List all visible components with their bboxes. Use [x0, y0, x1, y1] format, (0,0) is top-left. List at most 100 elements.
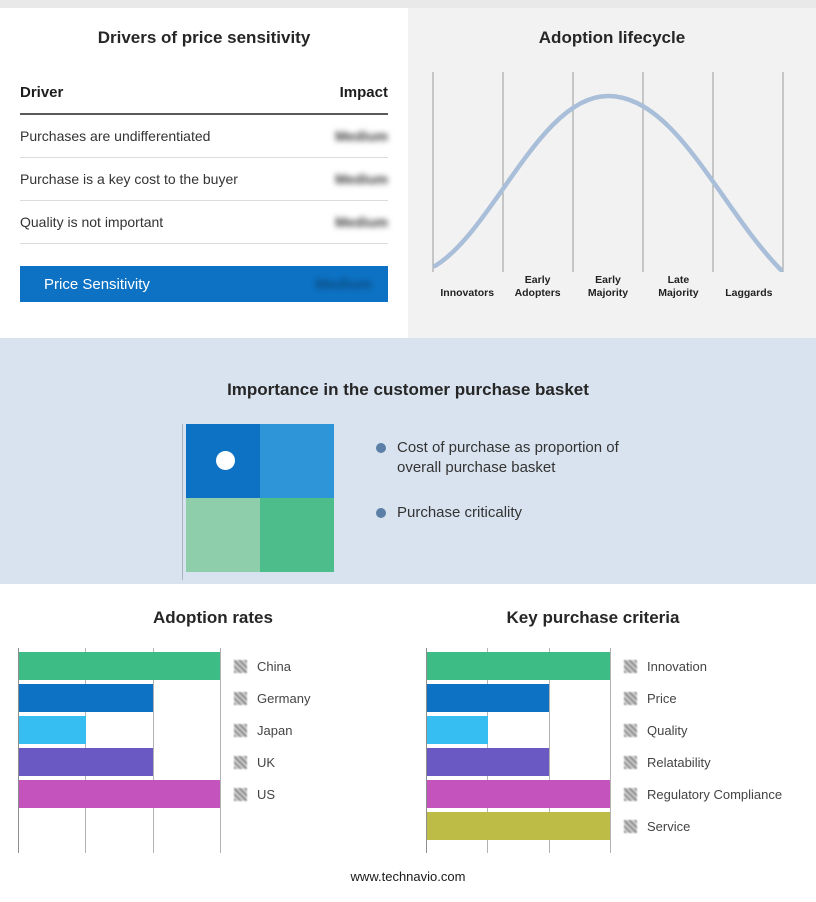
bullet-icon	[376, 508, 386, 518]
legend-swatch-icon	[624, 723, 637, 737]
legend-swatch-icon	[624, 691, 637, 705]
legend-swatch-icon	[624, 659, 637, 673]
legend-item: Service	[624, 816, 782, 836]
key-purchase-criteria-legend: Innovation Price Quality Relatability Regula…	[624, 648, 782, 853]
driver-label: Quality is not important	[20, 214, 164, 230]
gridline	[610, 648, 611, 853]
legend-item: Relatability	[624, 752, 782, 772]
legend-label: Germany	[257, 690, 311, 706]
bullet-text: Purchase criticality	[397, 504, 523, 521]
legend-item: UK	[234, 752, 310, 772]
bullet-item: Cost of purchase as proportion of overal…	[376, 438, 631, 477]
legend-label: Japan	[257, 722, 293, 738]
adoption-curve	[432, 93, 784, 272]
price-sensitivity-panel: Drivers of price sensitivity Driver Impa…	[0, 8, 408, 338]
driver-label: Purchases are undifferentiated	[20, 128, 211, 144]
table-row: Quality is not important Medium	[20, 201, 388, 244]
legend-swatch-icon	[234, 659, 247, 673]
quadrant-bl	[186, 498, 260, 572]
legend-label: Quality	[647, 722, 688, 738]
stage-label: Late Majority	[658, 274, 699, 299]
bar-price	[427, 684, 549, 712]
legend-item: Quality	[624, 720, 782, 740]
gridline	[152, 648, 154, 853]
legend-swatch-icon	[234, 755, 247, 769]
bar-china	[19, 652, 220, 680]
gridline	[18, 648, 19, 853]
legend-swatch-icon	[624, 787, 637, 801]
table-header: Driver Impact	[20, 72, 388, 115]
legend-item: Japan	[234, 720, 310, 740]
key-purchase-criteria-title: Key purchase criteria	[506, 608, 680, 627]
legend-label: China	[257, 658, 291, 674]
table-row: Purchases are undifferentiated Medium	[20, 115, 388, 158]
top-section: Drivers of price sensitivity Driver Impa…	[0, 8, 816, 338]
purchase-basket-row: Cost of purchase as proportion of overal…	[0, 424, 816, 580]
key-purchase-criteria-plot	[426, 648, 611, 853]
bullet-icon	[376, 443, 386, 453]
key-purchase-criteria-chart: Key purchase criteria Innovation Price Qua…	[408, 594, 816, 853]
bar-relatability	[427, 748, 549, 776]
legend-label: US	[257, 786, 276, 802]
legend-label: Price	[647, 690, 677, 706]
purchase-basket-quadrant	[182, 424, 334, 580]
adoption-lifecycle-panel: Adoption lifecycle Innovators Early Adopt…	[408, 8, 816, 338]
adoption-rates-plot	[18, 648, 221, 853]
adoption-rates-legend: China Germany Japan UK US	[234, 648, 310, 853]
bullet-item: Purchase criticality	[376, 503, 631, 523]
bar-regulatory-compliance	[427, 780, 610, 808]
legend-swatch-icon	[234, 723, 247, 737]
top-strip	[0, 0, 816, 8]
legend-swatch-icon	[234, 691, 247, 705]
stage-label: Early Adopters	[514, 274, 561, 299]
purchase-basket-bullets: Cost of purchase as proportion of overal…	[376, 424, 631, 549]
footer: www.technavio.com	[0, 869, 816, 884]
price-sensitivity-table: Driver Impact Purchases are undifferenti…	[20, 72, 388, 302]
bar-quality	[427, 716, 488, 744]
driver-label: Purchase is a key cost to the buyer	[20, 171, 238, 187]
quadrant-tr	[260, 424, 334, 498]
stage-label: Laggards	[725, 286, 773, 299]
quadrant-grid	[186, 424, 334, 572]
legend-label: Relatability	[647, 754, 711, 770]
adoption-lifecycle-chart: Innovators Early Adopters Early Majority La…	[432, 72, 792, 299]
legend-swatch-icon	[624, 755, 637, 769]
legend-swatch-icon	[234, 787, 247, 801]
adoption-rates-title: Adoption rates	[153, 608, 273, 627]
table-row: Purchase is a key cost to the buyer Medi…	[20, 158, 388, 201]
bar-service	[427, 812, 610, 840]
bar-innovation	[427, 652, 610, 680]
legend-label: Regulatory Compliance	[647, 786, 783, 802]
legend-item: Innovation	[624, 656, 782, 676]
impact-value: Medium	[335, 214, 388, 230]
legend-item: Regulatory Compliance	[624, 784, 782, 804]
purchase-basket-title: Importance in the customer purchase bask…	[227, 380, 589, 399]
legend-label: Innovation	[647, 658, 707, 674]
adoption-lifecycle-title: Adoption lifecycle	[538, 28, 686, 47]
summary-impact-value: Medium	[315, 275, 372, 293]
charts-row: Adoption rates China Germany Japan UK US Key…	[0, 594, 816, 853]
legend-label: Service	[647, 818, 691, 834]
bar-japan	[19, 716, 86, 744]
quadrant-br	[260, 498, 334, 572]
quadrant-tl	[186, 424, 260, 498]
purchase-basket-section: Importance in the customer purchase bask…	[0, 338, 816, 584]
price-sensitivity-bar: Price Sensitivity Medium	[20, 266, 388, 302]
bottom-section: Adoption rates China Germany Japan UK US Key…	[0, 584, 816, 884]
gridline	[220, 648, 221, 853]
legend-swatch-icon	[624, 819, 637, 833]
bar-germany	[19, 684, 153, 712]
footer-url[interactable]: www.technavio.com	[350, 869, 466, 884]
gridline	[548, 648, 550, 853]
stage-label: Innovators	[440, 286, 495, 299]
column-impact: Impact	[339, 84, 388, 101]
legend-item: US	[234, 784, 310, 804]
position-dot-icon	[216, 451, 235, 470]
lifecycle-stage-labels: Innovators Early Adopters Early Majority La…	[432, 274, 784, 299]
stage-label: Early Majority	[587, 274, 629, 299]
price-sensitivity-title: Drivers of price sensitivity	[97, 28, 311, 47]
legend-item: Germany	[234, 688, 310, 708]
legend-label: UK	[257, 754, 276, 770]
impact-value: Medium	[335, 171, 388, 187]
